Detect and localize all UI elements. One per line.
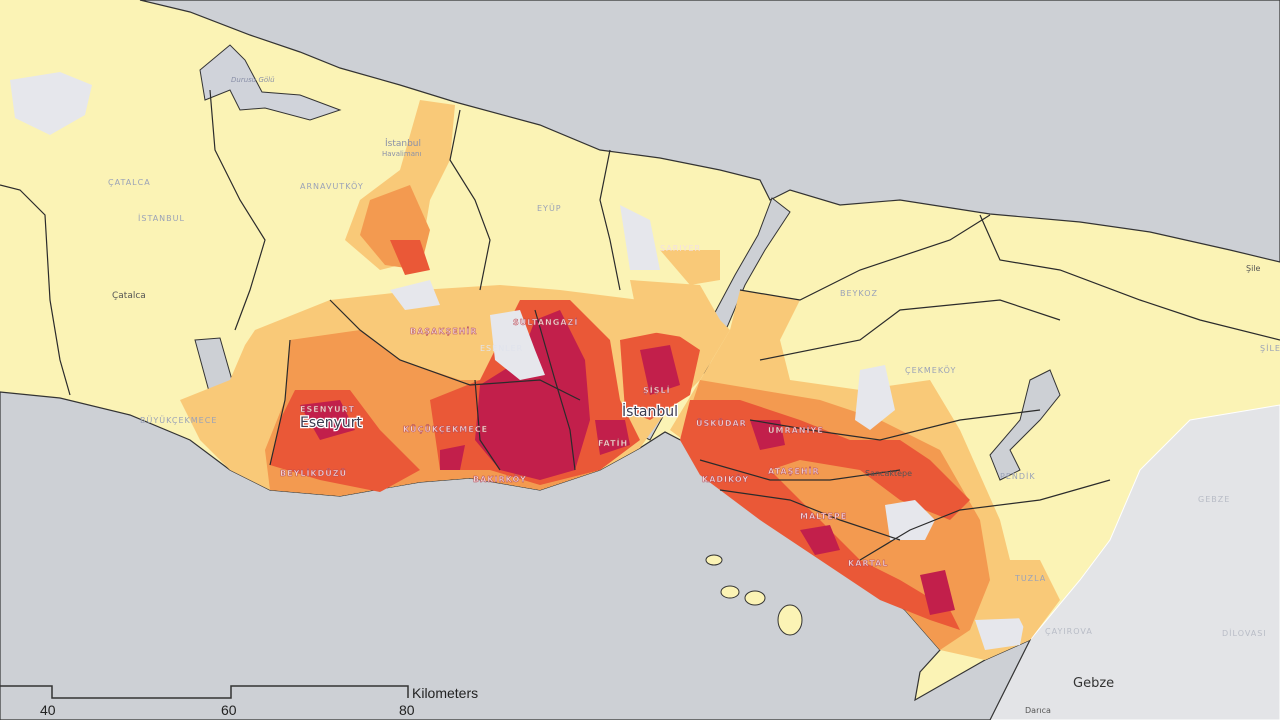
label-istanbul: İstanbul (622, 402, 678, 420)
princes-islands (705, 554, 803, 636)
label-kartal: KARTAL (848, 559, 888, 568)
durusu-lake (199, 44, 342, 121)
black-sea (139, 0, 1280, 263)
label-fatih: FATİH (598, 438, 628, 448)
label-darica: Darıca (1025, 706, 1051, 715)
label-gebze: Gebze (1073, 676, 1114, 691)
label-sariyer: SARIYER (660, 244, 701, 253)
label-sisli: ŞİŞLİ (643, 385, 671, 395)
label-gebze-district: GEBZE (1198, 495, 1230, 504)
risk-zones-asia (670, 290, 1060, 660)
map-labels: Durusu Gölü İstanbul Havalimanı ÇATALCA … (108, 76, 1280, 715)
label-catalca: Çatalca (112, 291, 146, 301)
label-airport-2: Havalimanı (382, 150, 421, 158)
label-durusu: Durusu Gölü (231, 76, 275, 84)
label-maltepe: MALTEPE (800, 512, 847, 521)
scale-tick-60: 60 (221, 702, 237, 718)
scale-tick-80: 80 (399, 702, 415, 718)
label-kadikoy: KADIKÖY (702, 474, 749, 484)
bosphorus (629, 197, 791, 441)
label-dilovasi: DİLOVASI (1222, 628, 1267, 638)
label-istanbul-district: İSTANBUL (138, 213, 185, 223)
label-umraniye: ÜMRANİYE (768, 425, 824, 435)
label-buyukcekmece: BÜYÜKÇEKMECE (140, 415, 217, 425)
label-arnavutkoy: ARNAVUTKÖY (300, 181, 364, 191)
district-borders (0, 89, 1280, 561)
risk-zones-europe (180, 100, 730, 496)
label-uskudar: ÜSKÜDAR (696, 418, 747, 428)
label-airport-1: İstanbul (385, 138, 421, 149)
scale-unit: Kilometers (412, 685, 478, 701)
label-esenyurt: Esenyurt (300, 415, 363, 431)
scale-bar: 40 60 80 Kilometers (0, 685, 478, 718)
label-esenyurt-district: ESENYURT (300, 405, 355, 414)
label-kucukcekmece: KÜÇÜKÇEKMECE (403, 424, 488, 434)
outside-province (989, 404, 1280, 720)
omerli-dam (989, 369, 1061, 481)
label-bakirkoy: BAKIRKÖY (473, 474, 527, 484)
label-pendik: PENDİK (1000, 471, 1036, 481)
label-sile-district: ŞİLE (1260, 343, 1280, 353)
label-tuzla: TUZLA (1014, 574, 1046, 583)
terkos-lake (10, 72, 92, 135)
label-catalca-district: ÇATALCA (108, 178, 151, 187)
label-sile: Şile (1246, 264, 1261, 273)
label-atasehir: ATAŞEHİR (768, 466, 820, 476)
label-cekmekoy: ÇEKMEKÖY (905, 365, 956, 375)
label-sancaktepe: Sancaktepe (865, 469, 912, 478)
label-cayirova: ÇAYIROVA (1045, 627, 1093, 636)
label-basaksehir: BAŞAKŞEHİR (410, 326, 478, 336)
label-eyup: EYÜP (537, 203, 562, 213)
label-beylikduzu: BEYLİKDÜZÜ (280, 468, 347, 478)
label-beykoz: BEYKOZ (840, 289, 878, 298)
label-sultangazi: SULTANGAZİ (513, 317, 578, 327)
scale-tick-40: 40 (40, 702, 56, 718)
label-esenler: ESENLER (480, 344, 523, 353)
